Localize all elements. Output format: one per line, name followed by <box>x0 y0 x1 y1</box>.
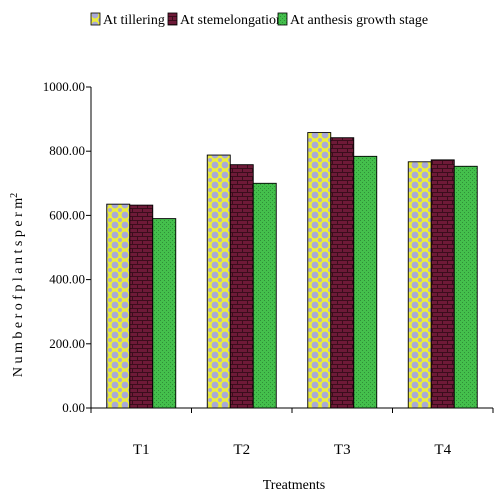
x-tick-label: T1 <box>133 442 150 458</box>
x-tick-label: T4 <box>434 442 451 458</box>
y-tick-label: 400.00 <box>49 272 85 287</box>
bar-t3-series-1 <box>307 132 332 409</box>
bar-t2-series-1 <box>206 154 231 409</box>
bar-t4-series-2 <box>430 159 455 409</box>
bar-t1-series-2 <box>129 204 154 409</box>
legend: At tillering At stemelongation At anthes… <box>90 12 428 28</box>
bar-t2-series-3 <box>252 182 277 409</box>
legend-label-anthesis: At anthesis growth stage <box>290 13 428 28</box>
legend-swatch-anthesis <box>277 12 288 26</box>
x-axis-label: Treatments <box>263 478 325 493</box>
y-tick-label: 0.00 <box>62 400 85 415</box>
legend-label-stemelongation: At stemelongation <box>180 13 283 28</box>
y-tick-label: 600.00 <box>49 207 85 222</box>
bar-t3-series-2 <box>330 137 355 409</box>
y-tick-label: 200.00 <box>49 336 85 351</box>
bar-t4-series-1 <box>407 161 432 409</box>
bar-t3-series-3 <box>353 155 378 409</box>
legend-label-tillering: At tillering <box>103 13 165 28</box>
x-tick-label: T3 <box>334 442 351 458</box>
bar-t1-series-1 <box>106 203 131 409</box>
y-axis-label: N u m b e r o f p l a n t s p e r m2 <box>9 193 26 377</box>
legend-swatch-stemelongation <box>167 12 178 26</box>
plot-area: 0.00 200.00 400.00 600.00 800.00 1000.00 T1 T2 T… <box>43 79 494 458</box>
y-tick-label: 800.00 <box>49 143 85 158</box>
legend-swatch-tillering <box>90 12 101 26</box>
x-tick-label: T2 <box>233 442 250 458</box>
y-tick-label: 1000.00 <box>43 79 85 94</box>
bar-t4-series-3 <box>453 165 478 409</box>
bar-t1-series-3 <box>152 218 177 409</box>
bar-t2-series-2 <box>229 164 254 409</box>
